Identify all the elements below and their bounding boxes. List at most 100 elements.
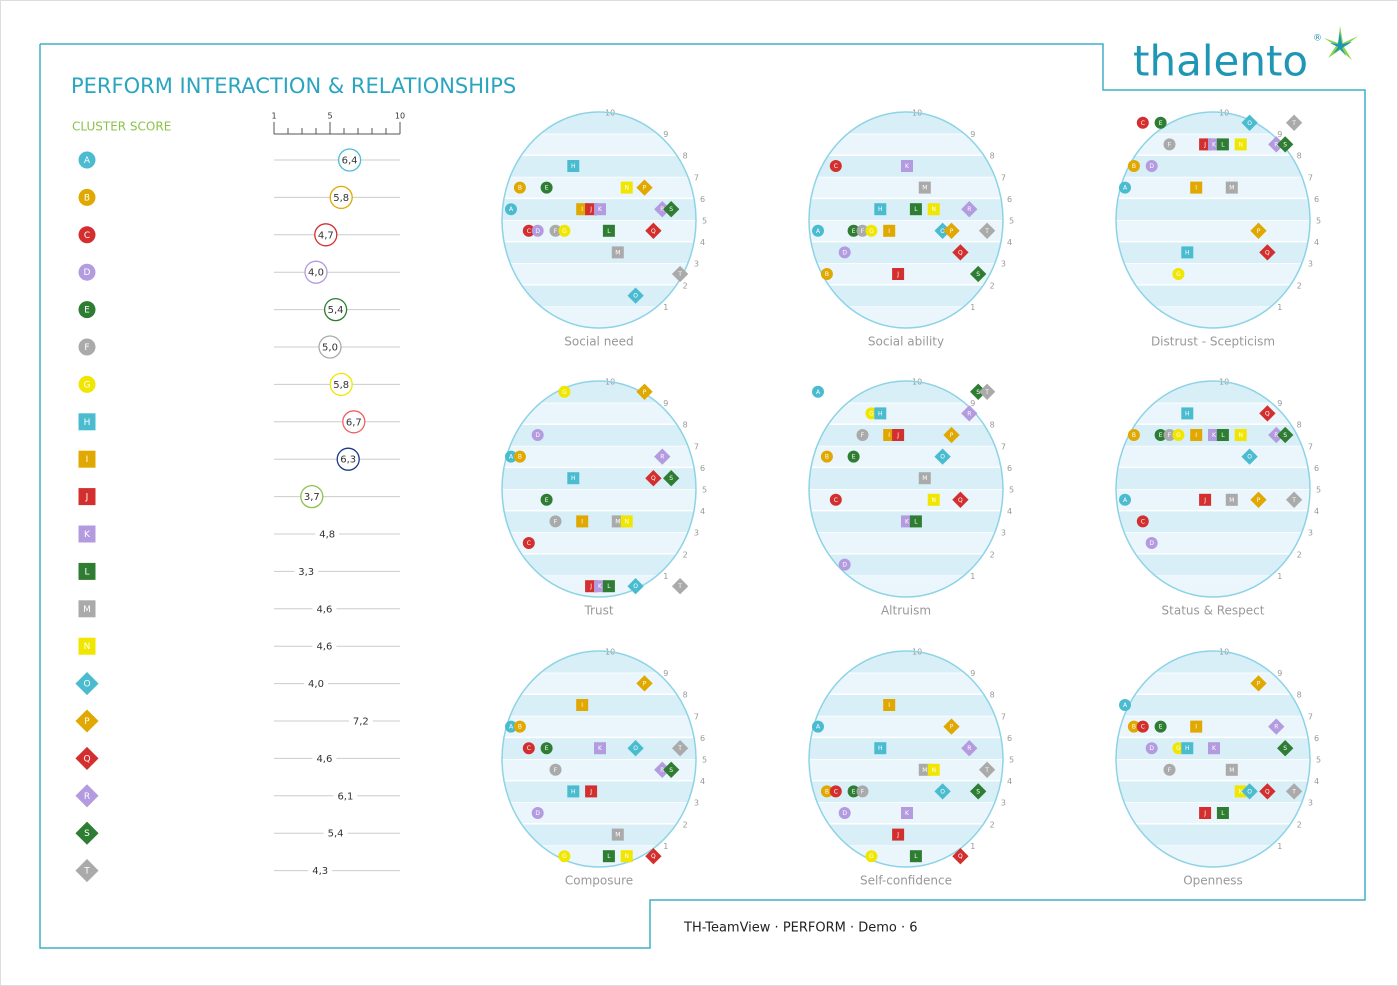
level-label: 2: [1297, 550, 1302, 559]
level-band: [502, 823, 696, 846]
scale-tick-label: 10: [395, 112, 405, 121]
member-letter: K: [1212, 432, 1217, 439]
member-letter: O: [940, 228, 945, 235]
member-letter: K: [905, 518, 910, 525]
member-letter: N: [1238, 788, 1243, 795]
member-marker: [1190, 181, 1203, 194]
level-label: 3: [1308, 260, 1313, 269]
member-letter: O: [633, 293, 638, 300]
level-label: 7: [694, 173, 699, 182]
member-letter: D: [842, 562, 847, 569]
member-marker: [1250, 675, 1267, 692]
level-label: 4: [700, 507, 705, 516]
member-marker: [522, 742, 535, 755]
level-label: 5: [702, 486, 707, 495]
level-label: 3: [694, 529, 699, 538]
member-letter: B: [825, 788, 829, 795]
panel-title: Social need: [564, 335, 633, 349]
level-band: [1116, 198, 1310, 220]
member-marker: [78, 263, 96, 281]
member-marker: [952, 244, 969, 261]
member-letter: J: [896, 432, 899, 439]
level-label: 7: [1308, 173, 1313, 182]
member-letter: H: [571, 475, 576, 482]
member-letter: G: [84, 380, 91, 390]
member-letter: H: [878, 410, 883, 417]
panel-title: Social ability: [868, 335, 944, 349]
level-band: [502, 241, 696, 264]
member-letter: O: [633, 745, 638, 752]
member-marker: [549, 763, 562, 776]
member-letter: T: [1291, 497, 1296, 504]
level-label: 1: [970, 842, 975, 851]
member-marker: [620, 181, 633, 194]
member-letter: A: [509, 724, 514, 731]
member-letter: S: [1283, 745, 1287, 752]
level-band: [809, 284, 1003, 307]
member-letter: C: [1141, 724, 1145, 731]
member-letter: F: [1168, 432, 1172, 439]
member-marker: [978, 222, 996, 239]
member-marker: [970, 783, 987, 800]
level-label: 9: [1277, 669, 1282, 678]
member-marker: [671, 265, 689, 283]
member-marker: [1145, 160, 1158, 172]
score-label: 6,3: [340, 455, 356, 466]
score-label-bg: [312, 601, 337, 616]
member-marker: [1225, 493, 1238, 506]
member-marker: [585, 785, 598, 798]
member-marker: [934, 448, 951, 465]
panel-oval-border: [501, 380, 697, 598]
member-marker: [892, 828, 905, 841]
member-letter: H: [1185, 410, 1190, 417]
member-marker: [1190, 720, 1203, 733]
member-letter: I: [581, 518, 583, 525]
member-letter: B: [84, 193, 90, 203]
level-label: 4: [1007, 507, 1012, 516]
member-letter: M: [615, 832, 620, 839]
level-label: 5: [1316, 217, 1321, 226]
member-letter: N: [624, 853, 629, 860]
score-label: 5,4: [328, 829, 344, 840]
level-label: 8: [990, 421, 995, 430]
member-marker: [645, 470, 662, 487]
member-letter: N: [84, 642, 91, 652]
member-letter: Q: [1265, 410, 1270, 417]
member-marker: [856, 785, 869, 798]
member-letter: J: [589, 206, 592, 213]
member-letter: F: [861, 228, 865, 235]
level-band: [1116, 467, 1310, 489]
member-marker: [663, 201, 680, 218]
member-letter: L: [914, 518, 918, 525]
member-marker: [1181, 742, 1194, 755]
member-marker: [576, 699, 589, 711]
member-marker: [645, 222, 662, 239]
level-label: 4: [700, 777, 705, 786]
member-letter: R: [660, 454, 664, 461]
score-ring: [318, 335, 342, 359]
member-marker: [78, 226, 96, 244]
member-letter: L: [84, 567, 89, 577]
member-letter: S: [669, 767, 673, 774]
level-label: 4: [700, 238, 705, 247]
member-marker: [602, 224, 615, 237]
member-marker: [1225, 763, 1238, 776]
level-label: 1: [663, 842, 668, 851]
member-letter: I: [86, 455, 89, 465]
member-letter: T: [677, 583, 682, 590]
member-letter: K: [905, 810, 910, 817]
score-label: 4,0: [308, 268, 324, 279]
member-marker: [1199, 807, 1212, 819]
member-marker: [961, 201, 978, 218]
member-letter: G: [869, 228, 874, 235]
member-letter: A: [84, 156, 91, 166]
member-letter: I: [581, 206, 583, 213]
member-marker: [1241, 114, 1258, 131]
member-marker: [75, 709, 99, 733]
member-letter: C: [834, 788, 838, 795]
score-label: 6,1: [337, 791, 353, 802]
member-marker: [540, 181, 553, 194]
scale-tick-label: 5: [327, 112, 332, 121]
level-label: 7: [694, 712, 699, 721]
member-letter: M: [1229, 497, 1234, 504]
